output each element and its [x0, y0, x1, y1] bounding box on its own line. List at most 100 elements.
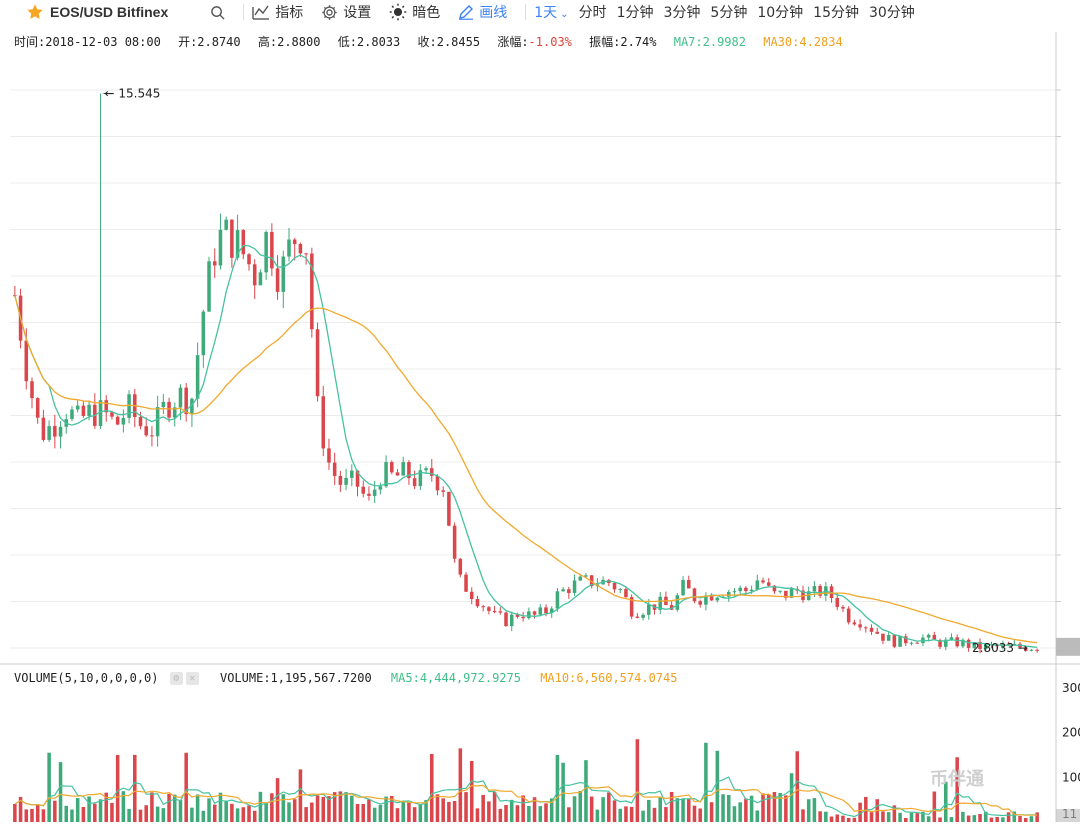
period-option[interactable]: 3分钟	[663, 5, 701, 21]
volume-axis-tick: 300	[1062, 681, 1080, 695]
period-selector[interactable]: 1天 ⌄	[534, 2, 568, 22]
period-option[interactable]: 分时	[578, 5, 607, 21]
volume-bar	[469, 760, 474, 822]
volume-bar	[481, 794, 485, 822]
candle-body	[584, 575, 588, 577]
candle-body	[241, 230, 246, 255]
search-button[interactable]	[210, 5, 225, 20]
volume-bar	[527, 805, 531, 822]
candle-body	[778, 590, 782, 592]
candle-body	[538, 607, 543, 615]
volume-bar	[726, 795, 731, 822]
volume-bar	[235, 808, 240, 822]
volume-bar	[418, 804, 423, 822]
candle-body	[452, 525, 457, 559]
candle-body	[635, 616, 640, 618]
dark-mode-label: 暗色	[412, 5, 441, 21]
volume-bar	[509, 799, 514, 822]
volume-bar	[572, 796, 577, 822]
candle-body	[110, 412, 114, 417]
period-option[interactable]: 10分钟	[757, 5, 804, 21]
volume-bar	[492, 791, 497, 822]
volume-bar	[452, 801, 457, 822]
volume-bar	[618, 808, 623, 822]
volume-bar	[624, 806, 628, 822]
volume-last-tag	[1056, 809, 1080, 822]
volume-bar	[732, 806, 737, 822]
volume-bar	[475, 808, 480, 822]
volume-bar	[87, 796, 91, 822]
candle-body	[915, 642, 919, 644]
volume-axis-tick: 100	[1062, 770, 1080, 784]
divider	[243, 4, 245, 20]
candle-body	[692, 588, 697, 602]
volume-bar	[772, 792, 777, 822]
candle-body	[1035, 649, 1039, 651]
candle-body	[869, 627, 874, 632]
candle-body	[115, 416, 120, 425]
candle-body	[589, 575, 594, 587]
candle-body	[749, 589, 754, 592]
close-icon[interactable]: ✕	[185, 672, 199, 685]
settings-icon[interactable]: ⚙	[169, 672, 183, 685]
candle-body	[195, 355, 200, 399]
volume-bar	[955, 757, 959, 822]
period-option[interactable]: 15分钟	[813, 5, 859, 21]
volume-bar	[738, 802, 742, 822]
volume-bar	[704, 742, 708, 822]
volume-bar	[869, 812, 874, 822]
volume-bar	[635, 739, 640, 822]
volume-bar	[824, 811, 828, 822]
volume-bar	[669, 791, 674, 822]
candle-body	[898, 636, 902, 647]
volume-bar	[144, 805, 148, 822]
period-option[interactable]: 30分钟	[868, 5, 915, 21]
volume-bar	[64, 805, 69, 822]
candle-body	[955, 637, 959, 647]
volume-bar	[212, 804, 217, 822]
candle-body	[852, 622, 857, 625]
candle-body	[384, 462, 388, 487]
candle-body	[784, 590, 788, 598]
candle-body	[372, 489, 377, 496]
volume-bar	[709, 802, 714, 822]
candle-body	[167, 401, 171, 418]
favorite-star[interactable]	[26, 3, 44, 21]
volume-bar	[133, 754, 137, 822]
volume-bar	[412, 807, 417, 822]
candle-body	[361, 486, 366, 494]
volume-bar	[938, 817, 942, 822]
chevron-down-icon: ⌄	[560, 9, 569, 20]
candle-body	[367, 493, 371, 496]
volume-bar	[218, 792, 223, 822]
volume-bar	[247, 805, 251, 822]
info-low: 低:2.8033	[337, 35, 401, 49]
volume-bar	[647, 799, 651, 822]
volume-bar	[795, 751, 800, 822]
volume-bar	[601, 797, 605, 822]
period-option[interactable]: 5分钟	[710, 5, 748, 21]
volume-bar	[915, 813, 919, 822]
volume-bar	[686, 798, 691, 822]
period-option[interactable]: 1分钟	[616, 5, 654, 21]
settings-button[interactable]: 设置	[321, 2, 371, 22]
dark-mode-button[interactable]: 暗色	[389, 2, 440, 22]
volume-bar	[264, 802, 268, 822]
candle-body	[481, 606, 485, 608]
draw-line-button[interactable]: 画线	[458, 2, 507, 22]
volume-bar	[384, 796, 388, 822]
last-price-label: 2.8033 →	[972, 641, 1028, 655]
volume-bar	[926, 816, 931, 822]
candle-body	[58, 426, 63, 437]
candle-body	[949, 637, 954, 640]
candle-body	[926, 634, 931, 638]
indicators-button[interactable]: 指标	[252, 2, 303, 22]
watermark: 币伴通	[930, 769, 984, 790]
volume-bar	[641, 810, 645, 822]
volume-bar	[812, 798, 817, 822]
candle-body	[738, 587, 742, 592]
volume-bar	[327, 796, 331, 822]
volume-title: VOLUME(5,10,0,0,0,0)	[14, 671, 159, 685]
volume-axis-tick: 200	[1062, 726, 1080, 740]
